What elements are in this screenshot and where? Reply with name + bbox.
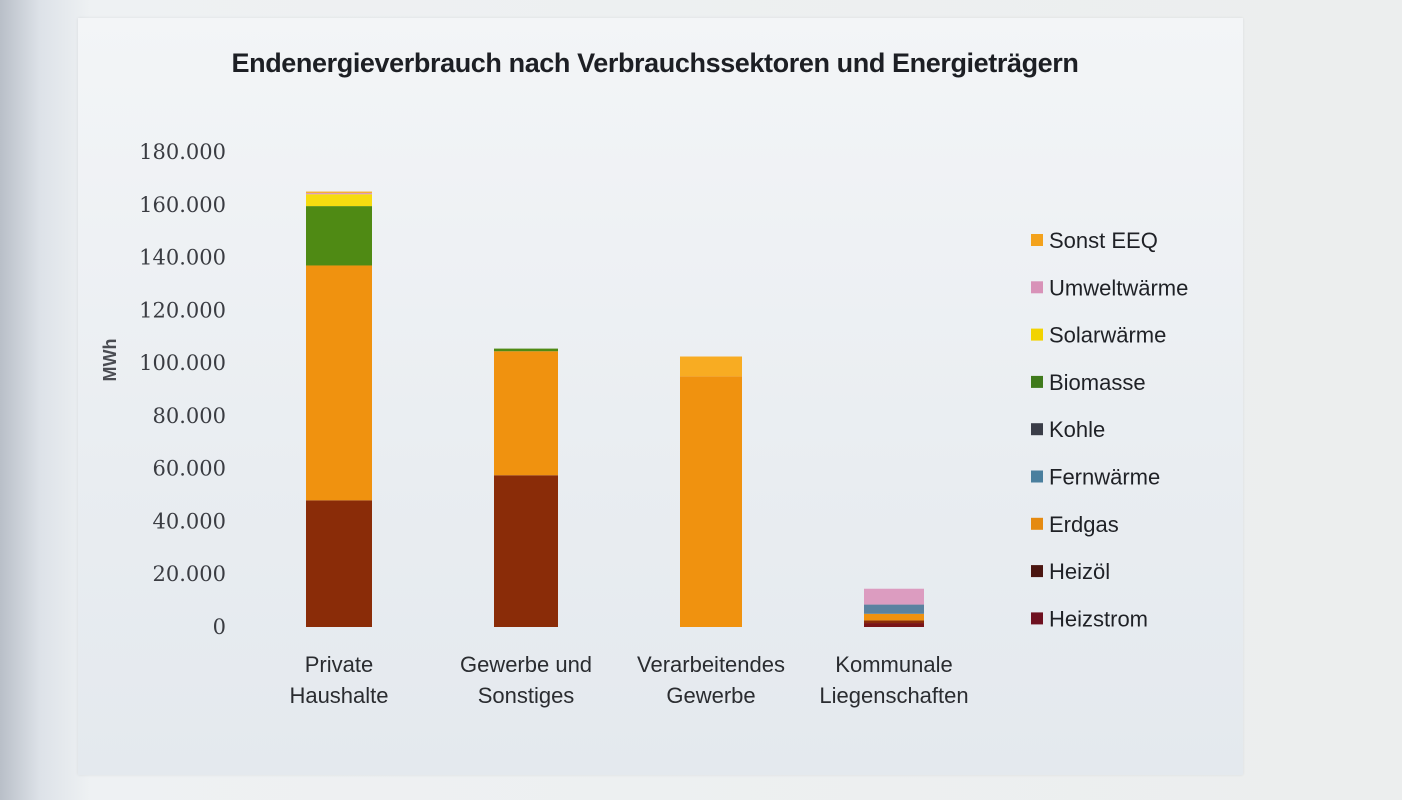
x-axis: Private Haushalte Gewerbe und Sonstiges Vera… (289, 652, 968, 708)
legend-swatch (1031, 612, 1043, 625)
chart-panel (78, 18, 1243, 775)
bar-segment-umweltwrme (864, 588, 924, 605)
legend-label: Sonst EEQ (1049, 228, 1158, 253)
bar-segment-heizl (494, 475, 558, 627)
y-tick-label: 180.000 (139, 140, 226, 164)
x-tick-label: Gewerbe (666, 683, 755, 708)
legend-item: Erdgas (1031, 512, 1119, 537)
y-tick-label: 80.000 (153, 404, 226, 428)
bar-segment-fernwrme (864, 604, 924, 614)
bar-stack (306, 191, 372, 627)
legend-label: Heizstrom (1049, 606, 1148, 631)
y-tick-label: 100.000 (139, 351, 226, 375)
x-tick-label: Private (305, 652, 373, 677)
bar-segment-biomasse (306, 206, 372, 266)
x-tick-label: Gewerbe und (460, 652, 592, 677)
x-tick-label: Liegenschaften (819, 683, 968, 708)
bar-stack (494, 348, 558, 627)
legend-label: Biomasse (1049, 370, 1146, 395)
legend-item: Heizöl (1031, 559, 1110, 584)
legend-swatch (1031, 565, 1043, 578)
legend-swatch (1031, 375, 1043, 388)
bar-segment-erdgas (864, 613, 924, 621)
legend-swatch (1031, 234, 1043, 246)
legend-swatch (1031, 470, 1043, 483)
bar-segment-erdgas (680, 376, 742, 627)
y-axis: 0 20.000 40.000 60.000 80.000 100.000 120.000 1… (139, 140, 226, 639)
x-tick-label: Verarbeitendes (637, 652, 785, 677)
y-tick-label: 120.000 (139, 298, 226, 322)
bar-segment-umweltwrme (306, 192, 372, 195)
bar-stack (864, 588, 924, 627)
bar-stack (680, 356, 742, 627)
legend-swatch (1031, 517, 1043, 530)
legend-label: Fernwärme (1049, 465, 1160, 490)
legend-label: Heizöl (1049, 559, 1110, 584)
legend-item: Umweltwärme (1031, 275, 1188, 300)
legend-swatch (1031, 281, 1043, 294)
bar-segment-heizl (306, 500, 372, 627)
legend-swatch (1031, 328, 1043, 341)
legend-item: Heizstrom (1031, 606, 1148, 631)
bar-segment-heizl (864, 620, 924, 624)
bar-segment-erdgas (306, 265, 372, 501)
legend-label: Solarwärme (1049, 323, 1166, 348)
bar-segment-sonsteeq (680, 356, 742, 377)
legend: Sonst EEQ Umweltwärme Solarwärme Biomasse Ko… (1031, 228, 1188, 631)
y-tick-label: 0 (213, 615, 226, 639)
y-tick-label: 20.000 (153, 562, 226, 586)
legend-label: Erdgas (1049, 512, 1119, 537)
chart-title: Endenergieverbrauch nach Verbrauchssekto… (231, 48, 1079, 78)
y-tick-label: 160.000 (139, 193, 226, 217)
legend-item: Biomasse (1031, 370, 1146, 395)
legend-swatch (1031, 423, 1043, 436)
x-tick-label: Kommunale (835, 652, 952, 677)
legend-item: Solarwärme (1031, 323, 1166, 348)
x-tick-label: Haushalte (289, 683, 388, 708)
y-tick-label: 40.000 (153, 509, 226, 533)
bar-segment-solarwrme (306, 194, 372, 207)
y-tick-label: 140.000 (139, 246, 226, 270)
legend-item: Sonst EEQ (1031, 228, 1158, 253)
legend-label: Umweltwärme (1049, 275, 1188, 300)
y-tick-label: 60.000 (153, 457, 226, 481)
bar-segment-heizstrom (864, 623, 924, 627)
legend-label: Kohle (1049, 417, 1105, 442)
bar-segment-erdgas (494, 351, 558, 476)
bars (306, 191, 924, 627)
bar-segment-sonsteeq (306, 191, 372, 193)
legend-item: Kohle (1031, 417, 1105, 442)
y-axis-label: MWh (100, 339, 120, 382)
x-tick-label: Sonstiges (478, 683, 575, 708)
legend-item: Fernwärme (1031, 465, 1160, 490)
bar-segment-biomasse (494, 348, 558, 352)
